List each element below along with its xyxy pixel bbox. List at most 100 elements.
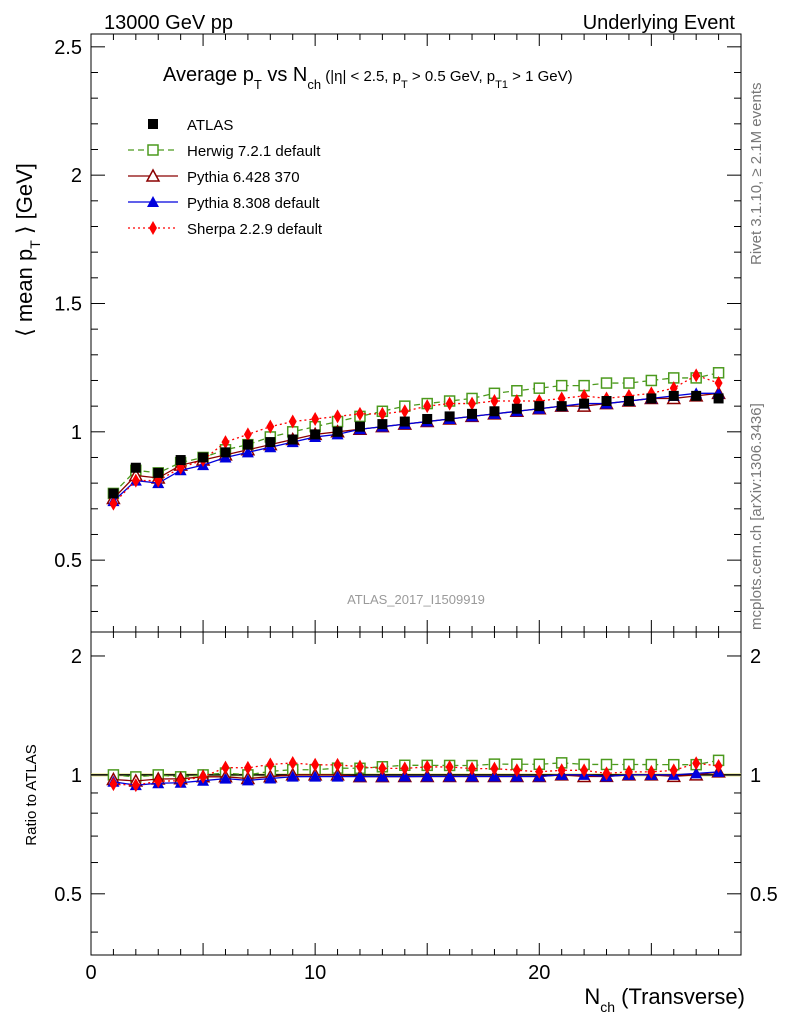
mcplots-side-label: mcplots.cern.ch [arXiv:1306.3436] <box>748 403 765 630</box>
y-tick-label: 1 <box>71 422 82 444</box>
ratio-tick-label-left: 2 <box>71 646 82 668</box>
atlas-point <box>399 416 410 427</box>
sherpa-ratio-point <box>131 778 140 793</box>
header-left: 13000 GeV pp <box>104 12 233 34</box>
sherpa-point <box>400 404 409 419</box>
atlas-point <box>444 411 455 422</box>
pythia8-ratio-point <box>286 770 299 782</box>
sherpa-point <box>288 414 297 429</box>
sherpa-ratio-point <box>580 763 589 778</box>
sherpa-ratio-point <box>535 764 544 779</box>
legend-label-pythia8: Pythia 8.308 default <box>187 195 320 212</box>
atlas-point <box>242 439 253 450</box>
sherpa-ratio-point <box>557 763 566 778</box>
atlas-point <box>623 396 634 407</box>
main-series-group <box>106 367 726 511</box>
sherpa-ratio-point <box>221 760 230 775</box>
sherpa-point <box>109 496 118 511</box>
sherpa-point <box>266 419 275 434</box>
y-tick-label: 0.5 <box>54 550 82 572</box>
atlas-point <box>467 408 478 419</box>
herwig-point <box>623 377 635 389</box>
atlas-point <box>108 488 119 499</box>
pythia6-line <box>112 392 719 499</box>
atlas-point <box>265 437 276 448</box>
sherpa-ratio-point <box>109 777 118 792</box>
atlas-point <box>422 413 433 424</box>
atlas-point <box>556 401 567 412</box>
atlas-point <box>668 390 679 401</box>
sherpa-ratio-point <box>199 769 208 784</box>
sherpa-point <box>333 409 342 424</box>
axis-ticks <box>90 34 742 955</box>
sherpa-ratio-point <box>423 759 432 774</box>
ratio-plot-frame <box>90 631 742 956</box>
sherpa-point <box>714 376 723 391</box>
sherpa-point <box>355 406 364 421</box>
sherpa-ratio-point <box>669 763 678 778</box>
sherpa-ratio-point <box>512 763 521 778</box>
sherpa-ratio-point <box>378 761 387 776</box>
atlas-point <box>601 396 612 407</box>
herwig-point <box>600 377 613 389</box>
y-tick-label: 1.5 <box>54 293 82 315</box>
atlas-point <box>646 393 657 404</box>
sherpa-ratio-point <box>154 774 163 789</box>
legend-marker-atlas <box>148 119 158 129</box>
atlas-point <box>713 393 724 404</box>
sherpa-ratio-point <box>714 759 723 774</box>
sherpa-ratio-point <box>602 766 611 781</box>
sherpa-point <box>243 427 252 442</box>
sherpa-point <box>378 406 387 421</box>
atlas-point <box>175 455 186 466</box>
atlas-point <box>579 398 590 409</box>
herwig-point <box>645 374 658 387</box>
atlas-point <box>354 421 365 432</box>
sherpa-ratio-point <box>266 757 275 772</box>
atlas-point <box>220 447 231 458</box>
atlas-point <box>153 467 164 478</box>
sherpa-ratio-point <box>311 757 320 772</box>
y-axis-label: ⟨ mean pT ⟩ [GeV] <box>12 163 43 337</box>
atlas-point <box>691 390 702 401</box>
pythia8-ratio-line <box>113 771 719 786</box>
header-right: Underlying Event <box>583 12 736 34</box>
sherpa-ratio-point <box>176 773 185 788</box>
sherpa-point <box>490 394 499 409</box>
atlas-point <box>287 434 298 445</box>
tick-labels: 0 10 20 0.5 1 1.5 2 2.5 0.5 0.5 1 1 2 2 <box>54 37 778 984</box>
y-tick-label: 2.5 <box>54 37 82 59</box>
pythia8-ratio-point <box>421 770 434 782</box>
atlas-point <box>534 401 545 412</box>
herwig-point <box>533 382 546 394</box>
sherpa-ratio-point <box>243 760 252 775</box>
legend: ATLAS Herwig 7.2.1 default Pythia 6.428 37… <box>128 117 323 238</box>
pythia8-ratio-point <box>241 774 254 786</box>
pythia8-ratio-point <box>466 770 479 782</box>
legend-label-pythia6: Pythia 6.428 370 <box>187 169 300 186</box>
ratio-tick-label-left: 0.5 <box>54 884 82 906</box>
y-tick-label: 2 <box>71 165 82 187</box>
ratio-tick-label-right: 1 <box>750 765 761 787</box>
ratio-tick-label-left: 1 <box>71 765 82 787</box>
pythia8-line <box>112 392 719 502</box>
legend-marker-pythia6 <box>145 168 161 182</box>
sherpa-ratio-point <box>445 759 454 774</box>
x-tick-label: 20 <box>528 962 550 984</box>
herwig-line <box>112 372 719 494</box>
sherpa-ratio-point <box>490 761 499 776</box>
ratio-tick-label-right: 2 <box>750 646 761 668</box>
herwig-ratio-line <box>113 759 719 778</box>
pythia8-ratio-point <box>331 770 344 782</box>
analysis-watermark: ATLAS_2017_I1509919 <box>347 592 485 607</box>
legend-marker-herwig <box>147 144 159 156</box>
legend-label-herwig: Herwig 7.2.1 default <box>187 143 321 160</box>
pythia8-ratio-point <box>398 770 411 782</box>
pythia8-ratio-point <box>353 770 366 782</box>
chart-title: Average pT vs Nch (|η| < 2.5, pT > 0.5 G… <box>163 64 573 92</box>
rivet-side-label: Rivet 3.1.10, ≥ 2.1M events <box>748 83 765 266</box>
pythia8-point <box>241 446 254 458</box>
atlas-point <box>377 419 388 430</box>
legend-marker-sherpa <box>149 221 157 235</box>
sherpa-ratio-point <box>468 761 477 776</box>
